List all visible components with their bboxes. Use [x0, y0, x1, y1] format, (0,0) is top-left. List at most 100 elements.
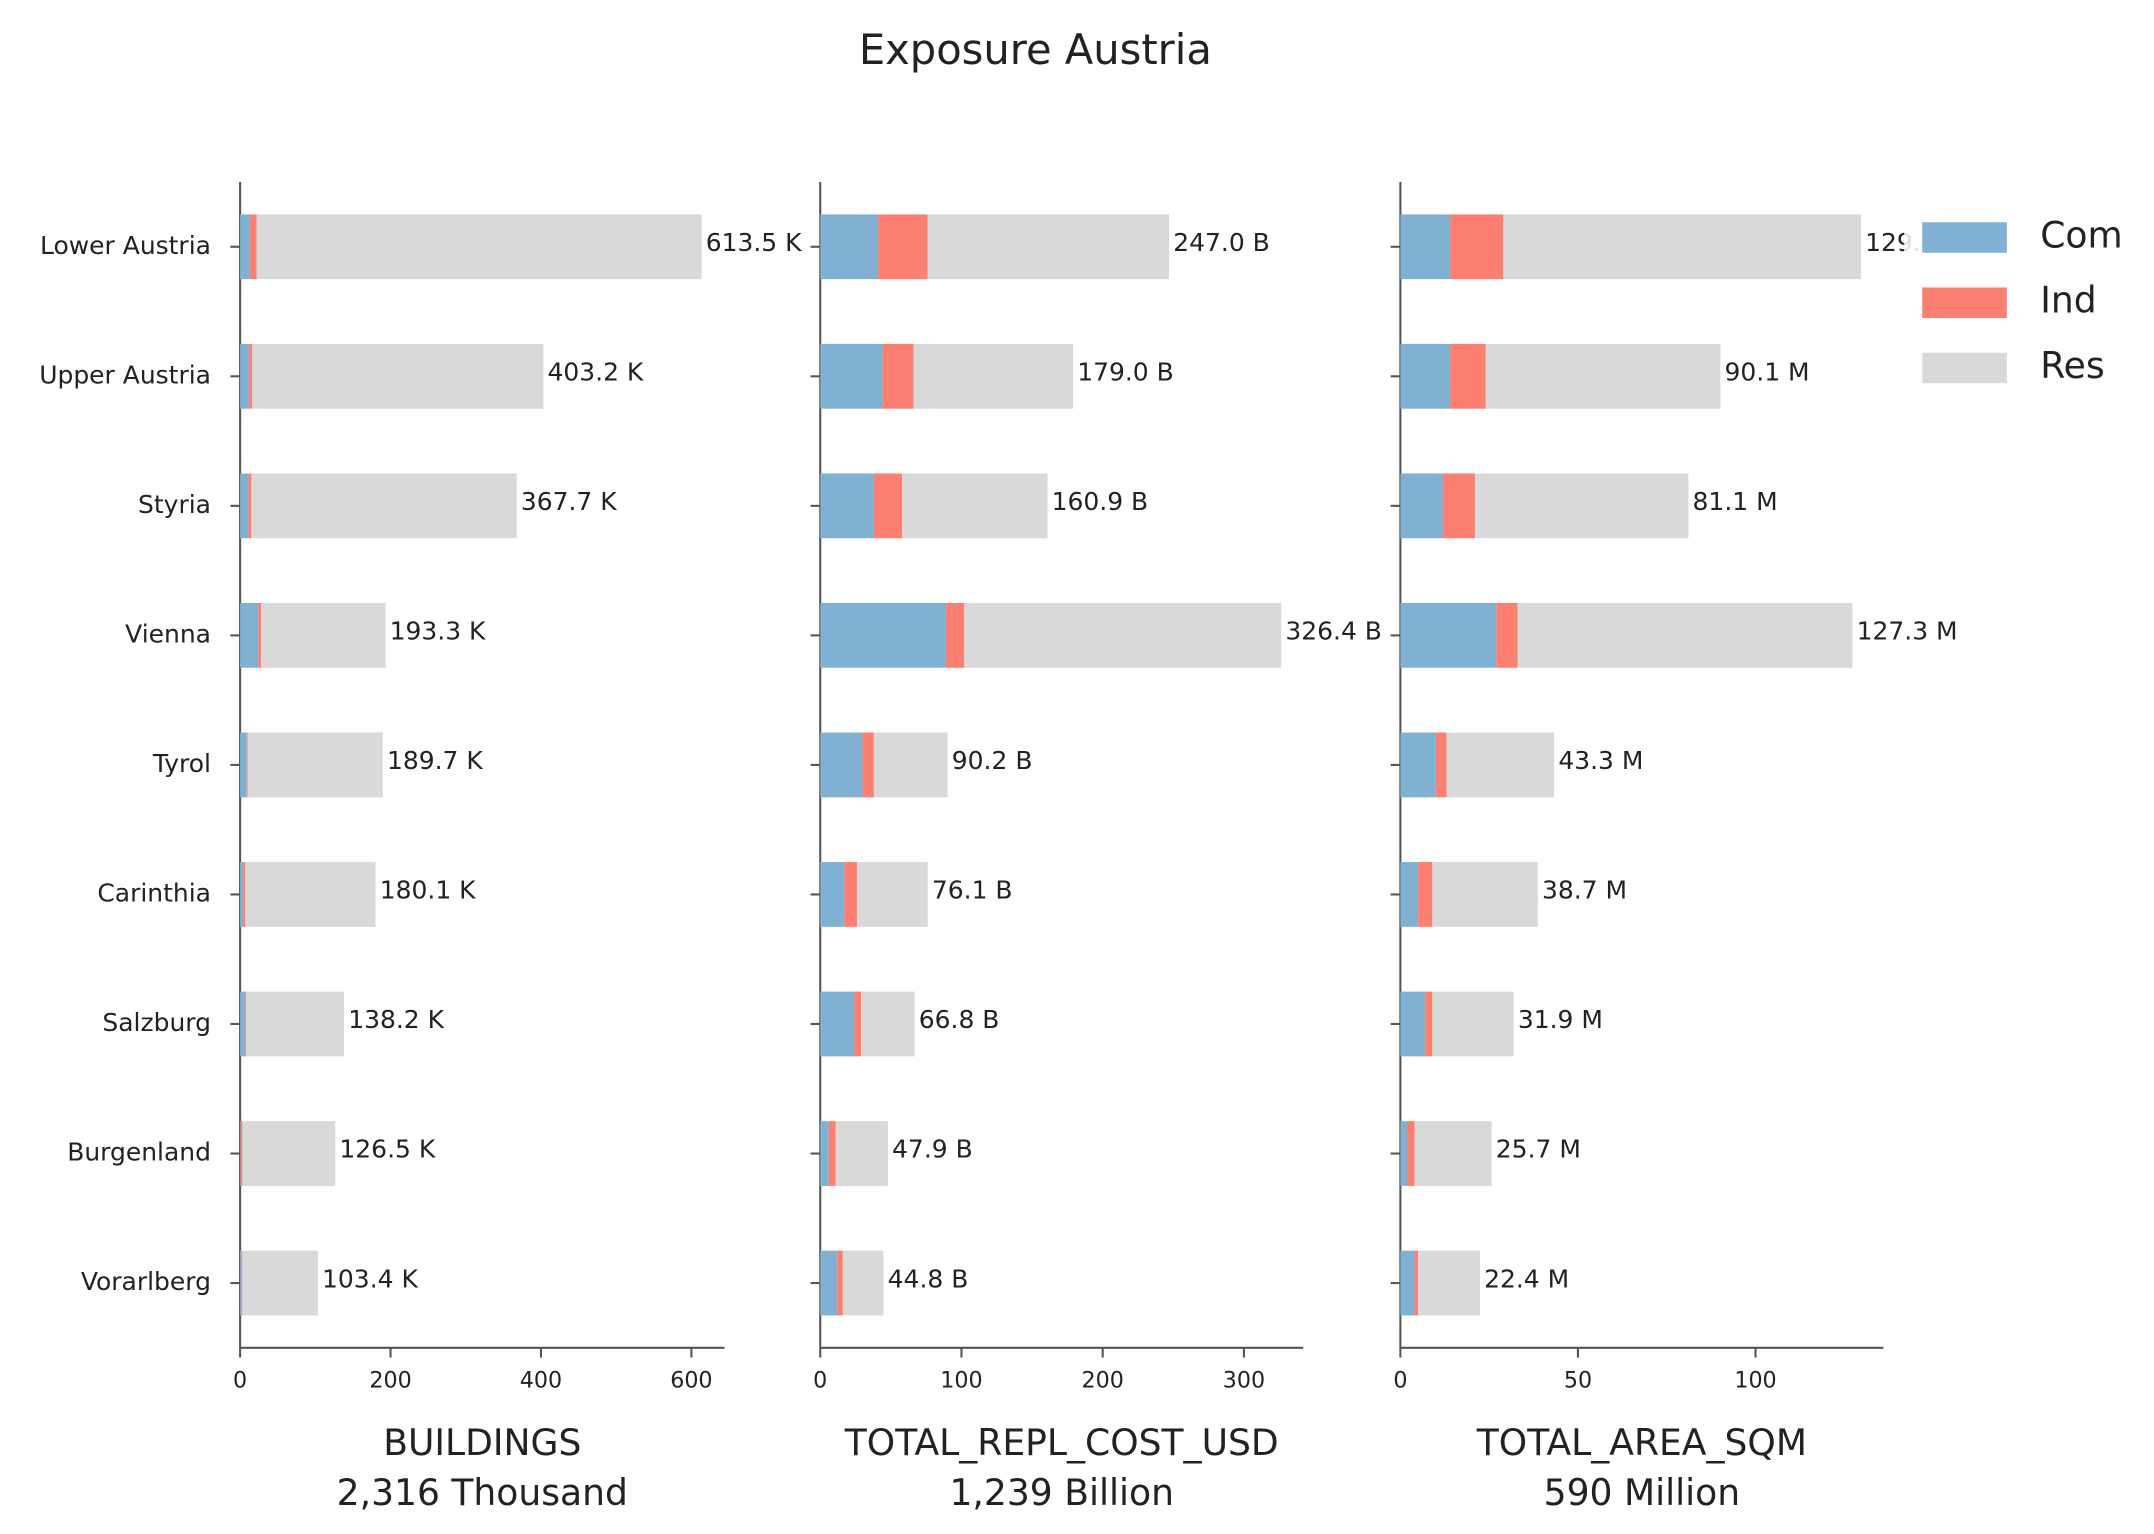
bar-segment — [882, 343, 914, 409]
total-label: 43.3 M — [1558, 746, 1643, 775]
bar-segment — [820, 862, 845, 927]
bar-segment — [828, 1121, 836, 1186]
bar-segment — [242, 1121, 336, 1186]
bar-segment — [1450, 214, 1504, 280]
bar-segment — [1400, 214, 1451, 280]
total-label: 22.4 M — [1484, 1264, 1569, 1293]
bar-segment — [1496, 602, 1518, 668]
bar-segment — [245, 991, 247, 1057]
bar-segment — [820, 214, 879, 280]
bar-segment — [1407, 1121, 1415, 1186]
y-tick-label: Tyrol — [152, 749, 211, 778]
total-label: 326.4 B — [1285, 617, 1382, 646]
bar-segment — [1517, 602, 1853, 668]
x-axis-note: 590 Million — [1544, 1472, 1740, 1514]
bar-segment — [913, 343, 1074, 409]
total-label: 193.3 K — [390, 617, 486, 646]
bar-segment — [873, 473, 903, 539]
y-tick-label: Burgenland — [67, 1138, 211, 1167]
bar-segment — [245, 862, 376, 927]
bar-segment — [249, 214, 257, 280]
total-label: 613.5 K — [706, 228, 802, 257]
y-tick-label: Vienna — [125, 619, 211, 648]
bar-segment — [240, 214, 250, 280]
bar-segment — [862, 732, 874, 798]
x-tick-label: 200 — [1082, 1368, 1124, 1394]
bar-segment — [258, 602, 262, 668]
total-label: 38.7 M — [1542, 876, 1627, 905]
total-label: 138.2 K — [348, 1005, 444, 1034]
x-tick-label: 0 — [1393, 1368, 1407, 1394]
bar-segment — [1400, 602, 1497, 668]
bar-segment — [873, 732, 948, 798]
bar-segment — [246, 732, 248, 798]
y-tick-label: Upper Austria — [39, 360, 211, 389]
bar-segment — [1432, 991, 1514, 1057]
x-tick-label: 100 — [940, 1368, 982, 1394]
figure-title: Exposure Austria — [859, 25, 1212, 74]
total-label: 90.1 M — [1725, 358, 1810, 387]
bar-segment — [861, 991, 915, 1057]
bar-segment — [1418, 1250, 1480, 1316]
bar-segment — [1425, 991, 1433, 1057]
bar-segment — [1400, 991, 1426, 1057]
bar-segment — [1450, 343, 1486, 409]
bar-segment — [240, 343, 250, 409]
bar-segment — [1414, 1250, 1419, 1316]
x-axis-label: TOTAL_REPL_COST_USD — [844, 1422, 1279, 1464]
x-axis-label: BUILDINGS — [383, 1422, 581, 1464]
bar-segment — [902, 473, 1048, 539]
y-tick-label: Salzburg — [102, 1008, 211, 1037]
bar-segment — [240, 1121, 241, 1186]
total-label: 66.8 B — [919, 1005, 1000, 1034]
bar-segment — [246, 991, 345, 1057]
bar-segment — [240, 473, 249, 539]
x-tick-label: 50 — [1564, 1368, 1592, 1394]
total-label: 247.0 B — [1173, 228, 1270, 257]
legend-swatch — [1922, 222, 2007, 253]
bar-segment — [249, 343, 253, 409]
bar-segment — [1446, 732, 1555, 798]
bar-segment — [252, 343, 544, 409]
bar-segment — [854, 991, 862, 1057]
total-label: 127.3 M — [1857, 617, 1958, 646]
total-label: 47.9 B — [892, 1135, 973, 1164]
total-label: 403.2 K — [548, 358, 644, 387]
total-label: 189.7 K — [387, 746, 483, 775]
bar-segment — [240, 732, 247, 798]
bar-segment — [964, 602, 1282, 668]
bar-segment — [927, 214, 1170, 280]
total-label: 179.0 B — [1077, 358, 1174, 387]
x-axis-label: TOTAL_AREA_SQM — [1476, 1422, 1807, 1464]
legend-label: Com — [2040, 215, 2122, 257]
bar-segment — [878, 214, 928, 280]
bar-segment — [1485, 343, 1721, 409]
bar-segment — [247, 732, 383, 798]
y-tick-label: Lower Austria — [40, 231, 211, 260]
x-axis-note: 1,239 Billion — [949, 1472, 1174, 1514]
x-tick-label: 400 — [520, 1368, 562, 1394]
bar-segment — [251, 473, 517, 539]
bar-segment — [248, 473, 252, 539]
x-tick-label: 100 — [1734, 1368, 1776, 1394]
bar-segment — [1474, 473, 1689, 539]
legend-swatch — [1922, 352, 2007, 384]
bar-segment — [820, 1250, 838, 1316]
bar-segment — [820, 991, 855, 1057]
y-tick-label: Styria — [138, 490, 211, 519]
bar-segment — [820, 732, 863, 798]
bar-segment — [1400, 343, 1451, 409]
bar-segment — [242, 1250, 318, 1316]
bar-segment — [842, 1250, 884, 1316]
total-label: 44.8 B — [888, 1264, 969, 1293]
total-label: 90.2 B — [952, 746, 1033, 775]
total-label: 160.9 B — [1052, 487, 1149, 516]
total-label: 25.7 M — [1496, 1135, 1581, 1164]
x-tick-label: 200 — [369, 1368, 411, 1394]
bar-segment — [820, 1121, 829, 1186]
y-tick-label: Vorarlberg — [81, 1267, 211, 1296]
legend-label: Ind — [2040, 280, 2096, 322]
x-tick-label: 600 — [670, 1368, 712, 1394]
